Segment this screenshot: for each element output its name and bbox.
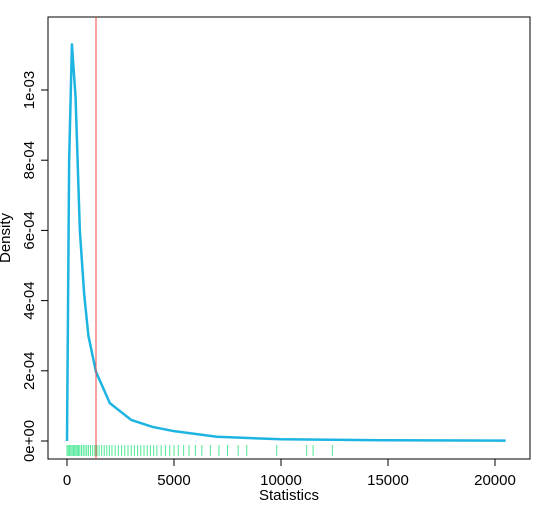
x-tick-label: 5000: [157, 472, 190, 489]
y-tick-label: 1e-03: [21, 71, 38, 109]
x-tick-label: 20000: [474, 472, 516, 489]
plot-box: [47, 16, 531, 460]
y-tick-label: 0e+00: [21, 420, 38, 462]
x-tick-label: 15000: [367, 472, 409, 489]
y-tick-label: 6e-04: [21, 211, 38, 249]
density-curve: [65, 43, 506, 442]
y-axis-label: Density: [0, 212, 14, 263]
x-tick-label: 0: [63, 472, 71, 489]
y-tick-label: 4e-04: [21, 281, 38, 319]
y-tick-label: 2e-04: [21, 352, 38, 390]
x-tick-label: 10000: [260, 472, 302, 489]
x-axis-label: Statistics: [259, 487, 319, 504]
y-tick-label: 8e-04: [21, 141, 38, 179]
